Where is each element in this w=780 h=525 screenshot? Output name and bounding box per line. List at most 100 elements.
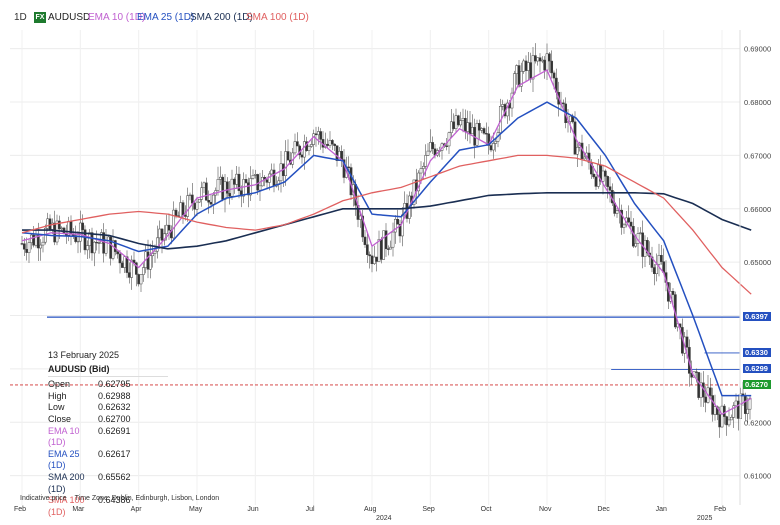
candle-body [146,251,150,270]
candle-body [132,259,136,264]
timeframe-selector[interactable]: 1D [14,12,27,23]
candle-body [536,57,540,62]
candle-body [309,144,313,147]
x-tick-label: Oct [481,506,492,513]
candle-body [431,142,435,150]
legend-sma200[interactable]: SMA 200 (1D) [190,12,253,23]
candle-body [81,222,85,230]
legend-ema10[interactable]: EMA 10 (1D) [88,12,146,23]
candle-body [256,174,260,191]
candle-body [561,102,565,105]
info-value: 0.62988 [98,390,131,401]
y-tick-label: 0.62000 [744,418,771,427]
x-year-label: 2025 [697,515,713,522]
candle-body [22,243,26,250]
x-tick-label: Dec [597,506,610,513]
candle-body [265,179,269,183]
candle-body [221,176,225,200]
candle-body [158,228,162,239]
candle-body [27,242,31,253]
legend-ema25[interactable]: EMA 25 (1D) [137,12,195,23]
price-tag: 0.6299 [743,364,771,374]
candle-body [603,170,607,177]
candle-body [393,218,397,233]
candle-body [85,245,89,251]
candle-body [279,163,283,182]
candle-body [622,224,626,228]
x-tick-label: May [189,506,203,513]
x-axis: Feb Mar Apr May Jun Jul Aug Sep Oct Nov Dec Jan Feb2… [14,506,726,522]
info-key: Close [48,413,72,424]
candle-body [412,179,416,205]
candle-body [552,72,556,79]
candle-body [620,209,624,228]
candle-body [46,218,50,229]
candle-body [608,186,612,191]
candle-body [487,133,491,146]
info-row-open: Open 0.62795 [48,379,168,391]
candle-body [204,182,208,201]
candle-body [272,169,276,187]
candle-body [375,256,379,262]
candle-body [594,176,598,187]
x-tick-label: Sep [422,506,435,513]
x-tick-label: Feb [14,506,26,513]
candle-body [195,201,199,210]
info-row-low: Low 0.62632 [48,402,168,414]
candle-body [727,419,731,426]
info-value: 0.62632 [98,402,131,413]
candle-body [113,240,117,252]
candle-body [382,230,386,260]
candle-body [652,267,656,274]
candle-body [235,173,239,185]
candle-body [545,53,549,71]
info-date: 13 February 2025 [48,350,120,360]
indicator-lines [21,69,752,416]
info-key: Low [48,402,65,413]
x-tick-label: Apr [131,506,143,513]
candle-body [582,156,586,160]
candle-body [722,405,726,417]
x-tick-label: Feb [714,506,726,513]
info-value: 0.65562 [98,471,131,482]
y-axis: 0.690000.680000.670000.660000.650000.640… [739,30,771,505]
candle-body [41,241,45,246]
info-value: 0.62795 [98,379,131,390]
candle-body [134,262,138,275]
candle-body [454,115,458,129]
candle-body [253,174,257,176]
candle-body [477,123,481,131]
candles [20,43,752,438]
candle-body [634,243,638,247]
candle-body [715,406,719,415]
candle-body [517,65,521,87]
y-tick-label: 0.68000 [744,98,771,107]
candle-body [153,250,157,254]
candle-body [244,179,248,183]
candle-body [314,133,318,136]
candle-body [365,244,369,255]
candle-body [293,141,297,154]
candle-body [141,267,145,275]
candle-body [547,53,551,62]
info-key: EMA 10 (1D) [48,425,80,448]
candle-body [748,397,752,410]
legend-sma100[interactable]: SMA 100 (1D) [246,12,309,23]
candle-body [232,178,236,185]
candle-body [568,115,572,122]
candle-body [629,221,633,227]
candle-body [736,400,740,419]
candle-body [671,290,675,295]
info-key: EMA 25 (1D) [48,448,80,471]
series-line [21,101,752,397]
candle-body [550,60,554,74]
candle-body [316,131,320,136]
candle-body [270,169,274,175]
candle-body [746,408,750,414]
symbol-label[interactable]: AUDUSD [48,12,91,23]
candle-body [209,201,213,205]
footnote: Indicative price Time Zone: Dublin, Edin… [20,495,219,502]
candle-body [76,240,80,243]
candle-body [386,248,390,250]
